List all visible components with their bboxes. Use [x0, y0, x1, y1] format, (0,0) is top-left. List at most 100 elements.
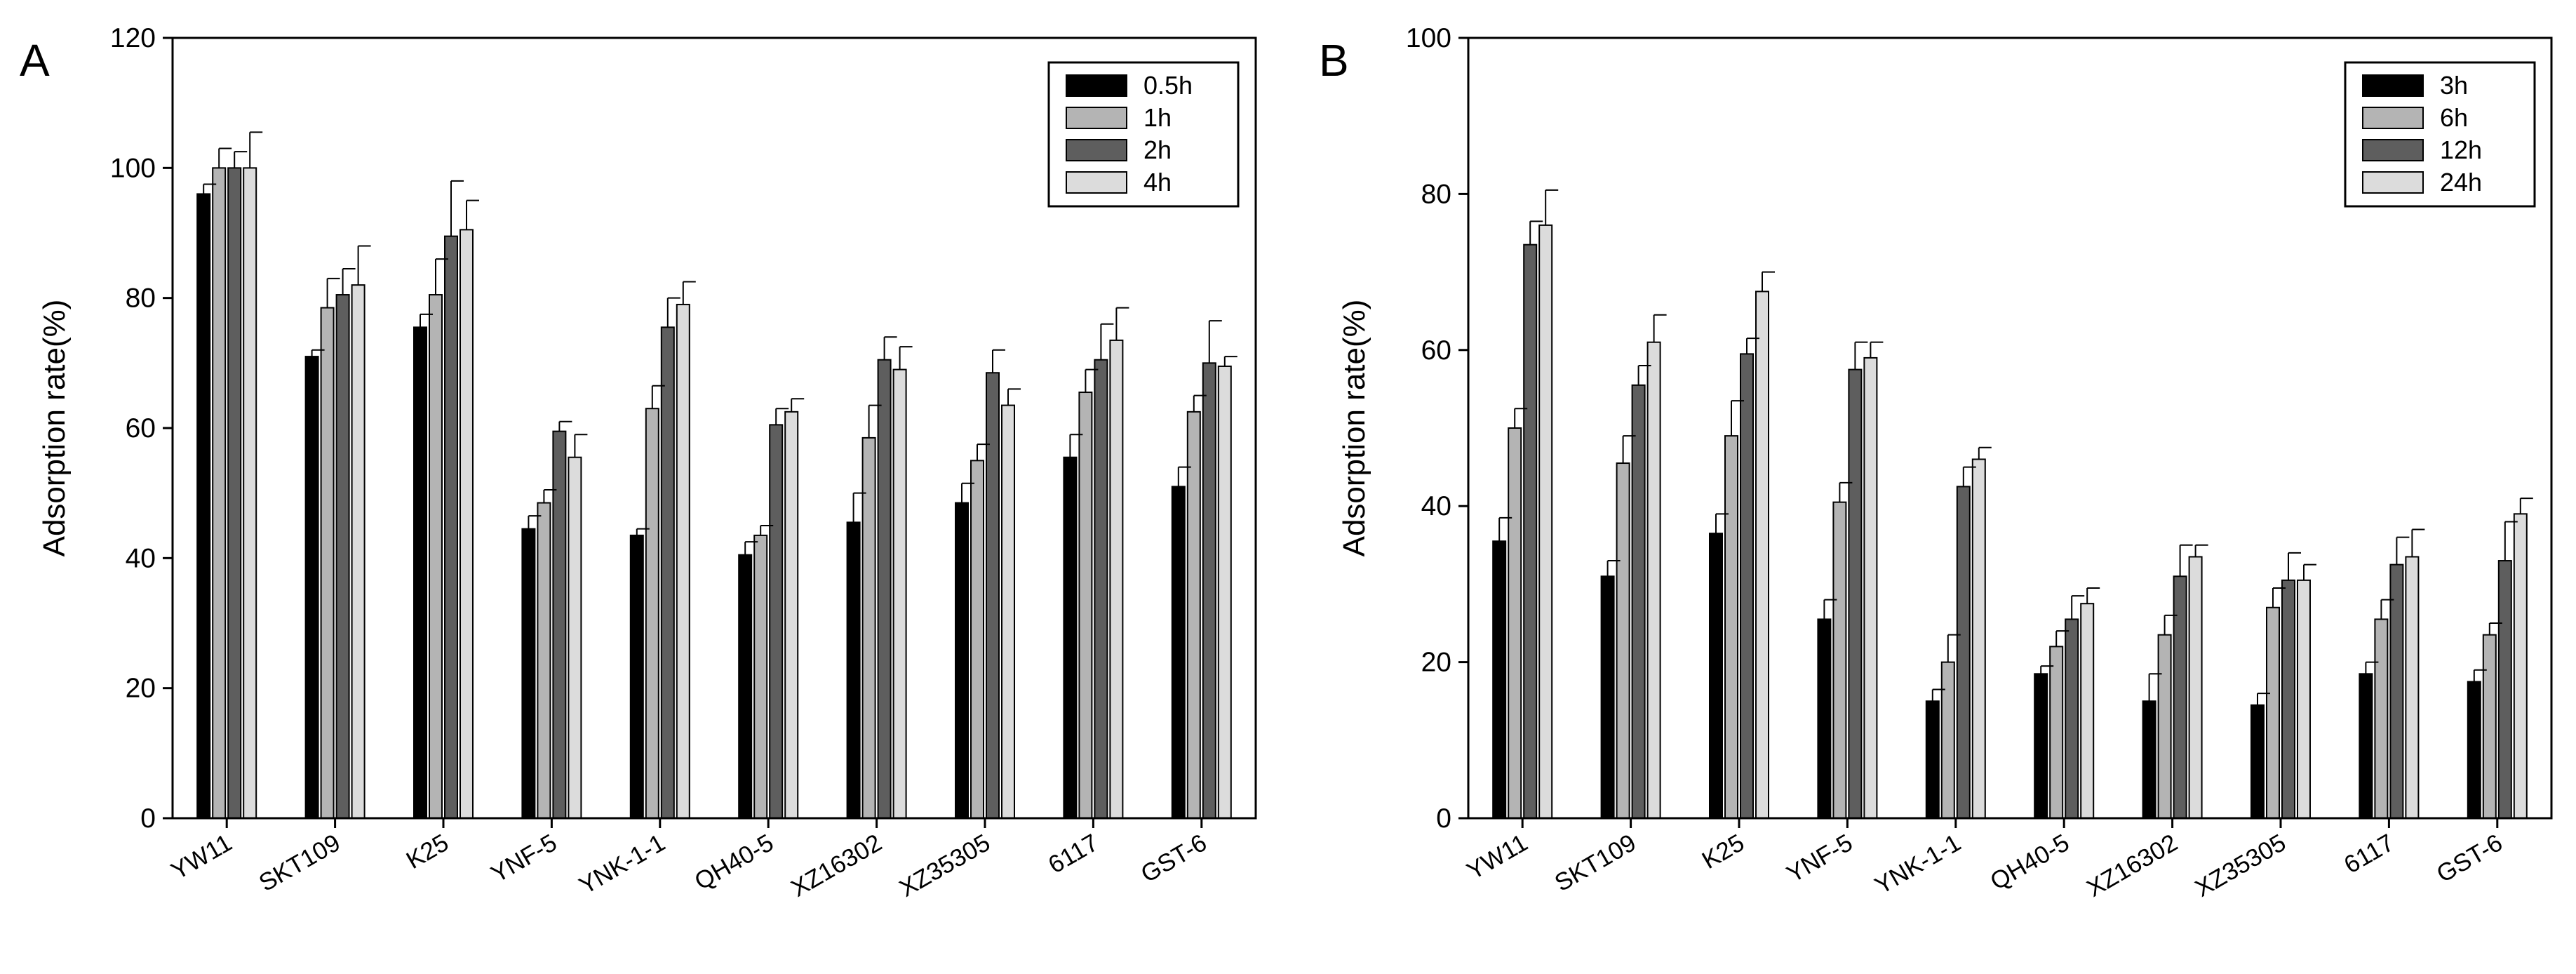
panel-b-bar-9-3 [2513, 513, 2528, 819]
panel-a-bar-8-0 [1063, 456, 1078, 819]
panel-a-bar-9-0 [1171, 486, 1186, 820]
panel-a-bar-0-3 [243, 167, 257, 820]
panel-a-bar-9-1 [1186, 411, 1201, 819]
panel-a-y-tick-label-0: 0 [140, 803, 156, 834]
panel-a-legend-label-2: 2h [1143, 135, 1172, 164]
panel-b-bar-5-3 [2080, 603, 2095, 819]
panel-b-bar-0-3 [1538, 224, 1553, 819]
panel-a-bar-9-3 [1217, 365, 1232, 819]
panel-b-y-tick-label-3: 60 [1421, 335, 1451, 366]
panel-b-bar-9-1 [2482, 634, 2497, 819]
panel-a-bar-6-1 [861, 436, 876, 819]
panel-a-y-tick-label-2: 40 [126, 543, 156, 573]
panel-a-bar-6-2 [877, 359, 892, 819]
panel-a-bar-5-3 [784, 411, 799, 819]
panel-b-y-tick-label-0: 0 [1436, 803, 1451, 834]
panel-a-error-bars [203, 131, 1237, 555]
panel-a-bar-6-3 [892, 368, 907, 819]
panel-a-bar-1-1 [320, 307, 335, 820]
panel-a-bar-4-0 [629, 534, 644, 820]
panel-a-bar-5-2 [769, 424, 784, 819]
panel-a-y-tick-label-6: 120 [110, 23, 156, 53]
panel-b-bar-6-1 [2157, 634, 2172, 819]
panel-a-bar-7-1 [970, 460, 984, 819]
panel-b-bar-8-0 [2359, 673, 2373, 820]
panel-b-bar-0-1 [1508, 427, 1522, 819]
panel-a-bar-4-2 [660, 326, 675, 820]
panel-b-bar-7-3 [2297, 579, 2311, 820]
panel-a-legend-swatch-1 [1066, 107, 1127, 129]
panel-a-legend-label-0: 0.5h [1143, 71, 1193, 100]
panel-a-bar-1-0 [304, 356, 319, 820]
panel-b-y-ticks: 0 20 40 60 80 100 [1406, 23, 1468, 834]
panel-a-bar-0-1 [212, 167, 227, 820]
panel-a-letter: A [20, 35, 50, 86]
panel-a-legend-swatch-2 [1066, 139, 1127, 161]
panel-b-bar-4-3 [1971, 458, 1986, 819]
panel-b-bar-2-0 [1709, 533, 1723, 819]
panel-a-bar-8-3 [1109, 339, 1124, 819]
panel-b-y-tick-label-5: 100 [1406, 23, 1451, 53]
panel-a-bar-2-0 [413, 326, 427, 820]
panel-b-bar-6-2 [2173, 575, 2187, 820]
panel-b-bar-5-1 [2049, 646, 2064, 819]
panel-a-bar-0-2 [227, 167, 242, 820]
panel-b-bar-3-1 [1832, 501, 1847, 819]
panel-a-y-tick-label-1: 20 [126, 674, 156, 704]
panel-a-bar-3-0 [521, 528, 536, 820]
panel-b-bar-9-2 [2497, 560, 2512, 819]
panel-a-y-tick-label-5: 100 [110, 153, 156, 183]
panel-a-legend-label-1: 1h [1143, 103, 1172, 132]
panel-b-bar-6-0 [2142, 700, 2156, 820]
panel-a-bar-8-2 [1094, 359, 1108, 819]
panel-b-bar-3-0 [1817, 618, 1832, 819]
panel-a-bar-5-0 [738, 554, 753, 819]
panel-b-legend: 3h 6h 12h 24h [2344, 61, 2536, 208]
panel-a-bar-7-3 [1001, 404, 1015, 819]
panel-b-legend-swatch-2 [2362, 139, 2424, 161]
panel-b-y-tick-label-1: 20 [1421, 648, 1451, 678]
panel-a-y-tick-label-3: 60 [126, 413, 156, 443]
panel-a-legend-swatch-0 [1066, 74, 1127, 97]
panel-a-bar-3-3 [568, 456, 582, 819]
panel-b-bar-0-2 [1523, 244, 1538, 819]
panel-b-bar-8-1 [2374, 618, 2389, 819]
panel-b-bar-5-2 [2065, 618, 2079, 819]
panel-b-letter: B [1319, 35, 1349, 86]
panel-b-legend-label-0: 3h [2440, 71, 2468, 100]
panel-a-bar-1-3 [351, 284, 365, 819]
panel-a-bar-5-1 [753, 534, 768, 820]
panel-b-legend-swatch-3 [2362, 171, 2424, 194]
panel-b-bar-3-3 [1863, 356, 1878, 820]
panel-b-bars [1492, 224, 2528, 820]
panel-a-bar-6-0 [846, 521, 861, 819]
panel-b-bar-5-0 [2034, 673, 2048, 820]
panel-a-bar-7-2 [986, 372, 1000, 819]
panel-b-bar-6-3 [2188, 556, 2203, 819]
panel-a-bar-2-3 [459, 229, 474, 820]
panel-b-bar-7-1 [2266, 606, 2280, 819]
panel-b-legend-label-2: 12h [2440, 135, 2482, 164]
panel-b-y-axis-label: Adsorption rate(%) [1337, 300, 1371, 557]
panel-b-error-bars [1498, 189, 2533, 705]
panel-b-bar-9-0 [2467, 681, 2481, 820]
panel-b-bar-7-0 [2250, 704, 2265, 820]
panel-b-bar-7-2 [2281, 579, 2295, 820]
panel-a-bar-8-1 [1078, 392, 1093, 819]
panel-b-bar-3-2 [1848, 368, 1863, 819]
panel-b-bar-2-1 [1724, 435, 1738, 819]
panel-a-legend-label-3: 4h [1143, 168, 1172, 196]
panel-b-y-tick-label-4: 80 [1421, 179, 1451, 209]
panel-b-bar-0-0 [1492, 540, 1507, 819]
panel-b-bar-2-3 [1755, 291, 1769, 819]
panel-b-bar-4-1 [1940, 661, 1955, 819]
panel-b-y-tick-label-2: 40 [1421, 491, 1451, 521]
panel-b-bar-1-1 [1616, 462, 1630, 819]
panel-b-bar-8-3 [2405, 556, 2420, 819]
panel-b-bar-8-2 [2389, 563, 2404, 819]
panel-a-bar-3-1 [537, 502, 551, 819]
panel-b-legend-swatch-1 [2362, 107, 2424, 129]
panel-a-bar-4-3 [676, 303, 690, 819]
